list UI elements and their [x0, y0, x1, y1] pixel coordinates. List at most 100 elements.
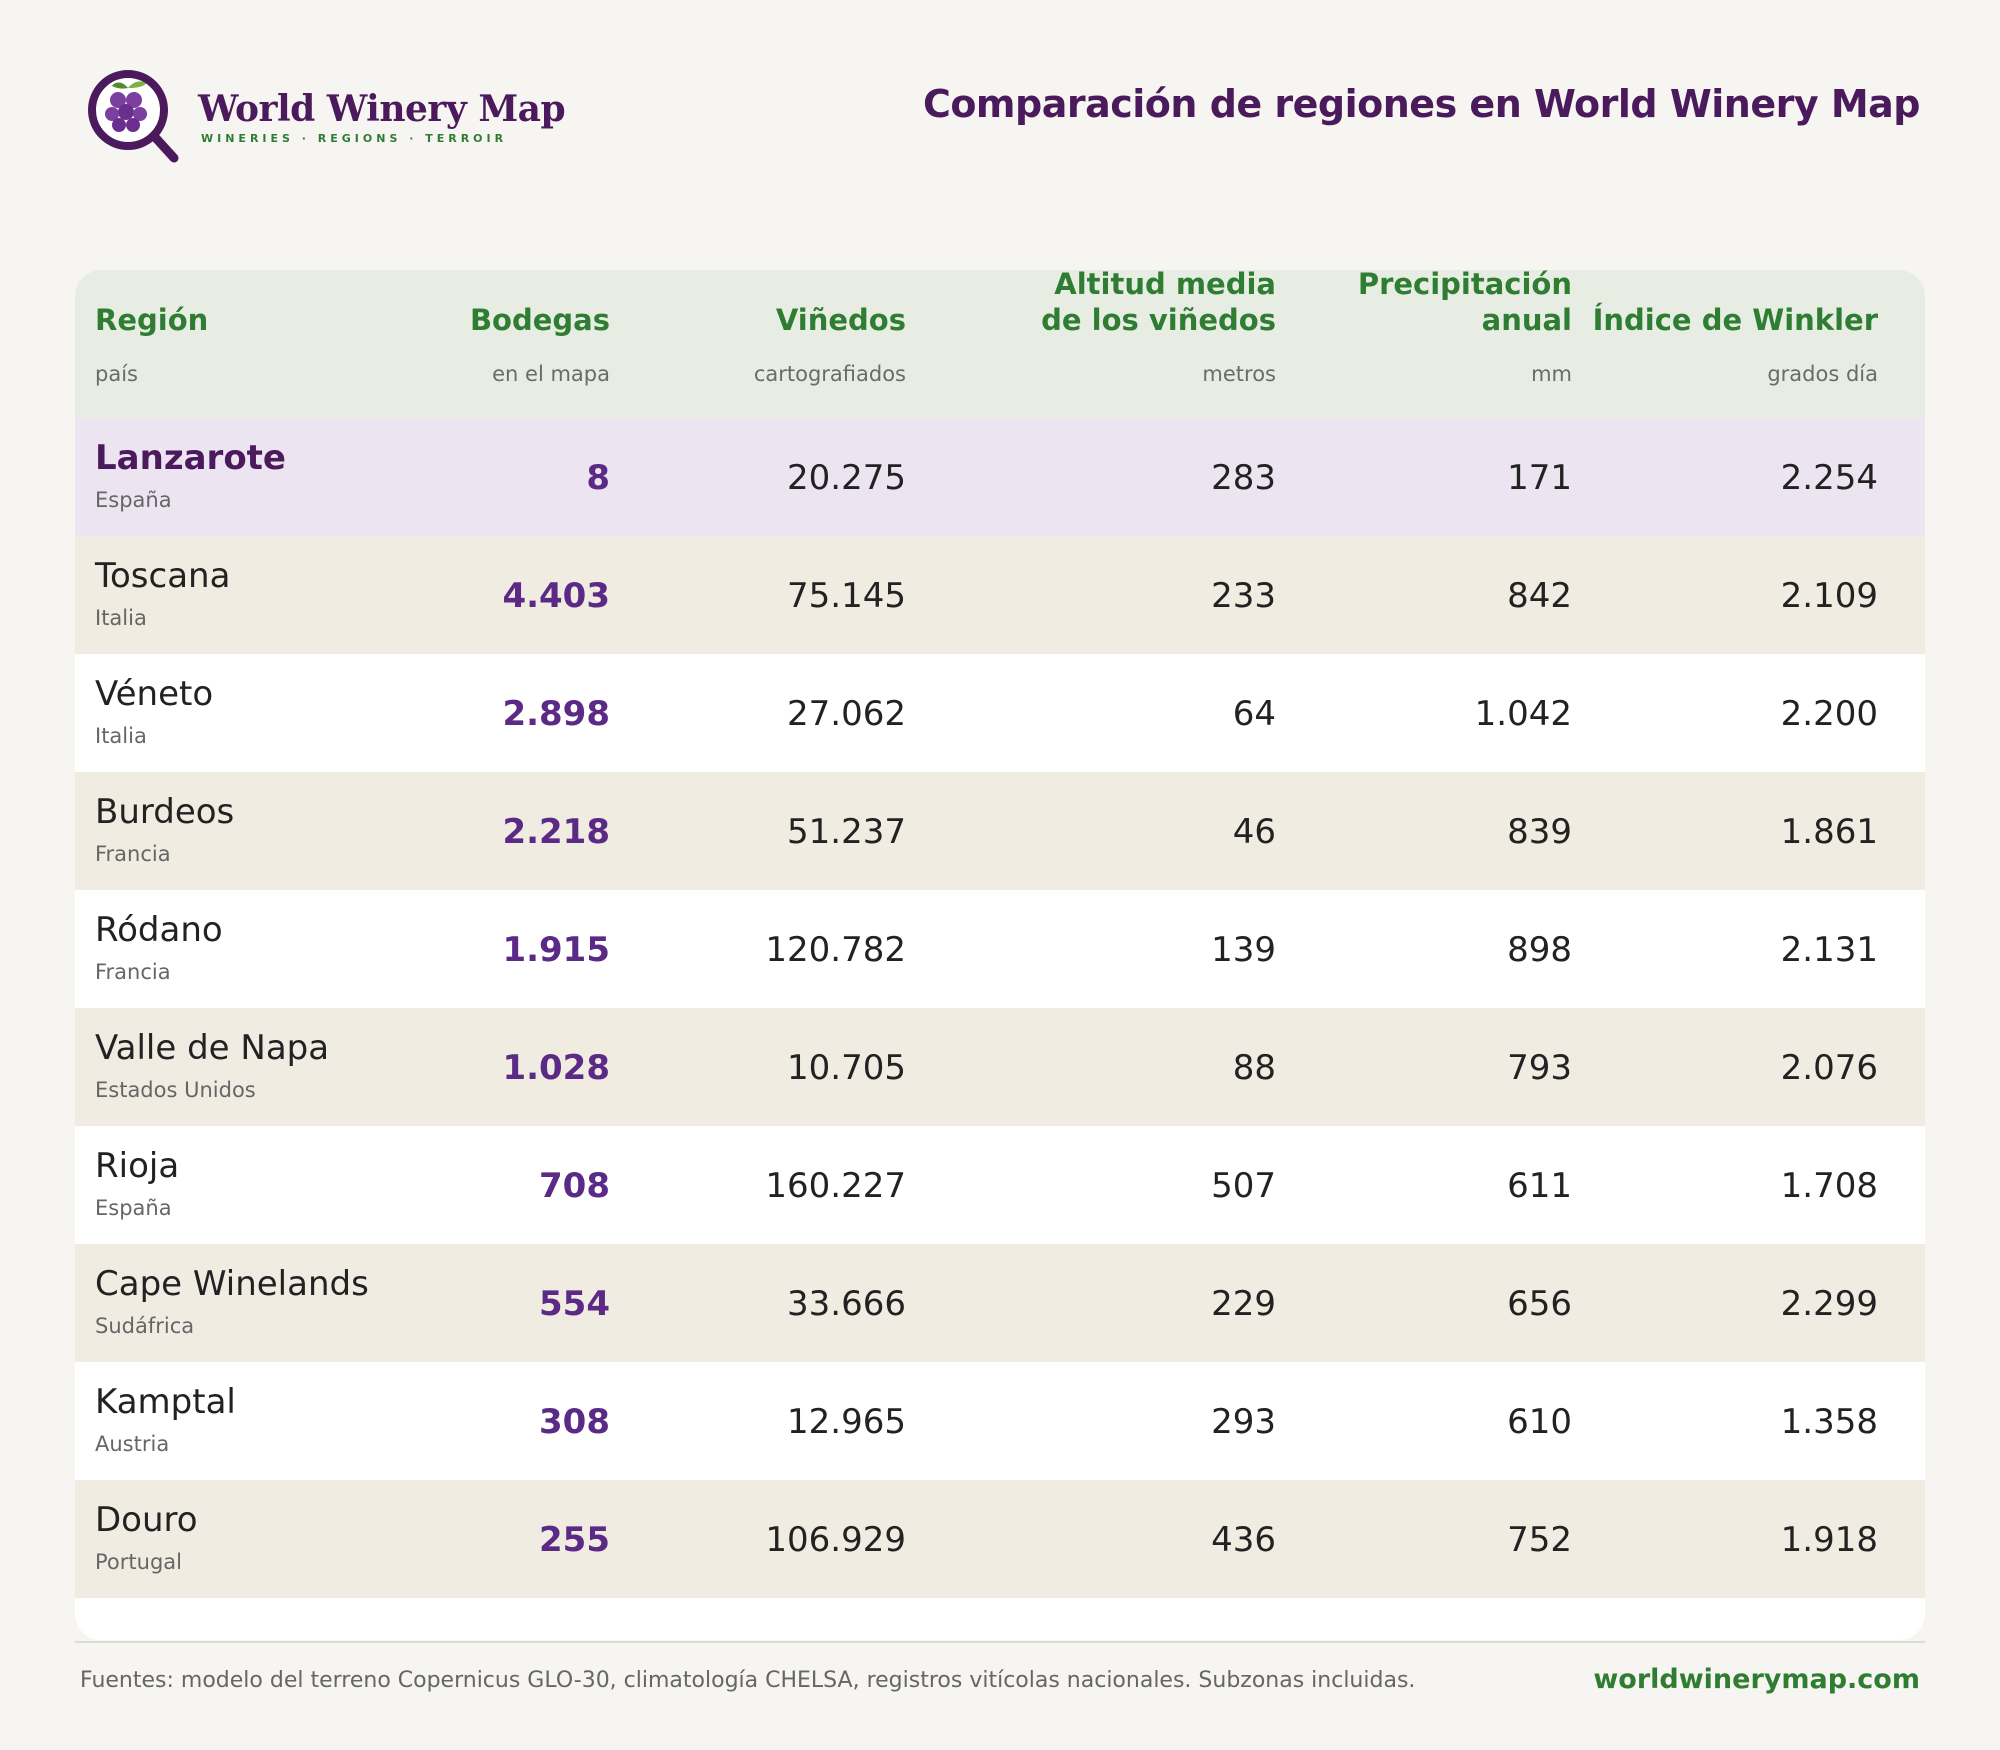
column-header-vinedos: Viñedos cartografiados	[635, 270, 906, 418]
altitud-value: 64	[1232, 694, 1276, 734]
column-unit: metros	[1202, 362, 1276, 386]
table-row: Rioja España 708 160.227 507 611 1.708	[75, 1126, 1925, 1244]
bodegas-value: 554	[539, 1284, 610, 1324]
precipitacion-value: 611	[1507, 1166, 1572, 1206]
region-name: Kamptal	[95, 1382, 236, 1422]
region-country: España	[95, 488, 172, 512]
region-name: Valle de Napa	[95, 1028, 330, 1068]
winkler-value: 2.131	[1780, 930, 1878, 970]
vinedos-value: 51.237	[787, 812, 906, 852]
region-country: Italia	[95, 606, 147, 630]
winkler-value: 2.076	[1780, 1048, 1878, 1088]
region-name: Douro	[95, 1500, 198, 1540]
page-title: Comparación de regiones en World Winery …	[922, 82, 1921, 126]
region-name: Burdeos	[95, 792, 235, 832]
table-row: Véneto Italia 2.898 27.062 64 1.042 2.200	[75, 654, 1925, 772]
bodegas-value: 2.898	[502, 694, 610, 734]
region-name: Ródano	[95, 910, 223, 950]
table-row: Burdeos Francia 2.218 51.237 46 839 1.861	[75, 772, 1925, 890]
region-country: Francia	[95, 842, 171, 866]
vinedos-value: 12.965	[787, 1402, 906, 1442]
region-name: Lanzarote	[95, 438, 286, 478]
vinedos-value: 106.929	[765, 1520, 906, 1560]
column-label: Índice de Winkler	[1592, 303, 1878, 337]
brand-name: World Winery Map	[198, 88, 566, 130]
precipitacion-value: 171	[1507, 458, 1572, 498]
column-label: Viñedos	[775, 303, 906, 337]
vinedos-value: 10.705	[787, 1048, 906, 1088]
bodegas-value: 308	[539, 1402, 610, 1442]
vinedos-value: 27.062	[787, 694, 906, 734]
column-header-winkler: Índice de Winkler grados día	[1593, 270, 1878, 418]
altitud-value: 88	[1232, 1048, 1276, 1088]
precipitacion-value: 842	[1507, 576, 1572, 616]
column-label-line: Precipitación	[1357, 270, 1572, 301]
table-row: Lanzarote España 8 20.275 283 171 2.254	[75, 418, 1925, 536]
altitud-value: 436	[1211, 1520, 1276, 1560]
column-header-region: Región país	[95, 270, 395, 418]
precipitacion-value: 752	[1507, 1520, 1572, 1560]
altitud-value: 229	[1211, 1284, 1276, 1324]
table-row: Ródano Francia 1.915 120.782 139 898 2.131	[75, 890, 1925, 1008]
vinedos-value: 33.666	[787, 1284, 906, 1324]
altitud-value: 283	[1211, 458, 1276, 498]
region-name: Toscana	[95, 556, 231, 596]
precipitacion-value: 610	[1507, 1402, 1572, 1442]
footer-website-link[interactable]: worldwinerymap.com	[1593, 1664, 1920, 1695]
bodegas-value: 1.028	[502, 1048, 610, 1088]
precipitacion-value: 898	[1507, 930, 1572, 970]
table-header: Región país Bodegas en el mapa Viñedos c…	[75, 270, 1925, 418]
region-name: Cape Winelands	[95, 1264, 369, 1304]
column-unit: mm	[1531, 362, 1572, 386]
region-country: Sudáfrica	[95, 1314, 195, 1338]
vinedos-value: 120.782	[765, 930, 906, 970]
bodegas-value: 8	[586, 458, 610, 498]
column-unit: en el mapa	[492, 362, 610, 386]
table-row: Toscana Italia 4.403 75.145 233 842 2.109	[75, 536, 1925, 654]
column-unit: país	[95, 362, 138, 386]
column-header-altitud: Altitud media de los viñedos metros	[975, 270, 1276, 418]
winkler-value: 2.299	[1780, 1284, 1878, 1324]
table-row: Valle de Napa Estados Unidos 1.028 10.705 88…	[75, 1008, 1925, 1126]
column-label-line: Altitud media	[1054, 270, 1276, 301]
column-label: Bodegas	[469, 303, 610, 337]
brand-tagline: WINERIES · REGIONS · TERROIR	[201, 132, 508, 145]
bodegas-value: 708	[539, 1166, 610, 1206]
footer-divider	[75, 1641, 1925, 1643]
column-label: Altitud media de los viñedos	[1041, 270, 1276, 338]
region-country: Italia	[95, 724, 147, 748]
winkler-value: 1.358	[1780, 1402, 1878, 1442]
table-row: Cape Winelands Sudáfrica 554 33.666 229 656 2.…	[75, 1244, 1925, 1362]
bodegas-value: 255	[539, 1520, 610, 1560]
region-country: España	[95, 1196, 172, 1220]
table-row: Kamptal Austria 308 12.965 293 610 1.358	[75, 1362, 1925, 1480]
column-label-line: de los viñedos	[1041, 303, 1276, 337]
altitud-value: 46	[1232, 812, 1276, 852]
footer-sources: Fuentes: modelo del terreno Copernicus G…	[80, 1668, 1416, 1693]
grape-magnifier-logo-icon	[88, 70, 179, 163]
region-name: Rioja	[95, 1146, 180, 1186]
winkler-value: 1.861	[1780, 812, 1878, 852]
column-label: Región	[95, 303, 209, 337]
altitud-value: 233	[1211, 576, 1276, 616]
column-label-line: anual	[1481, 303, 1572, 337]
vinedos-value: 160.227	[765, 1166, 906, 1206]
altitud-value: 507	[1211, 1166, 1276, 1206]
winkler-value: 2.200	[1780, 694, 1878, 734]
vinedos-value: 75.145	[787, 576, 906, 616]
column-unit: cartografiados	[753, 362, 906, 386]
altitud-value: 139	[1211, 930, 1276, 970]
precipitacion-value: 839	[1507, 812, 1572, 852]
comparison-table: Región país Bodegas en el mapa Viñedos c…	[75, 270, 1925, 1640]
region-country: Portugal	[95, 1550, 182, 1574]
column-unit: grados día	[1767, 362, 1878, 386]
bodegas-value: 1.915	[502, 930, 610, 970]
vinedos-value: 20.275	[787, 458, 906, 498]
column-label: Precipitación anual	[1358, 270, 1572, 338]
precipitacion-value: 656	[1507, 1284, 1572, 1324]
altitud-value: 293	[1211, 1402, 1276, 1442]
region-name: Véneto	[95, 674, 214, 714]
winkler-value: 2.254	[1780, 458, 1878, 498]
table-body: Lanzarote España 8 20.275 283 171 2.254 Toscana…	[75, 418, 1925, 1598]
region-country: Francia	[95, 960, 171, 984]
